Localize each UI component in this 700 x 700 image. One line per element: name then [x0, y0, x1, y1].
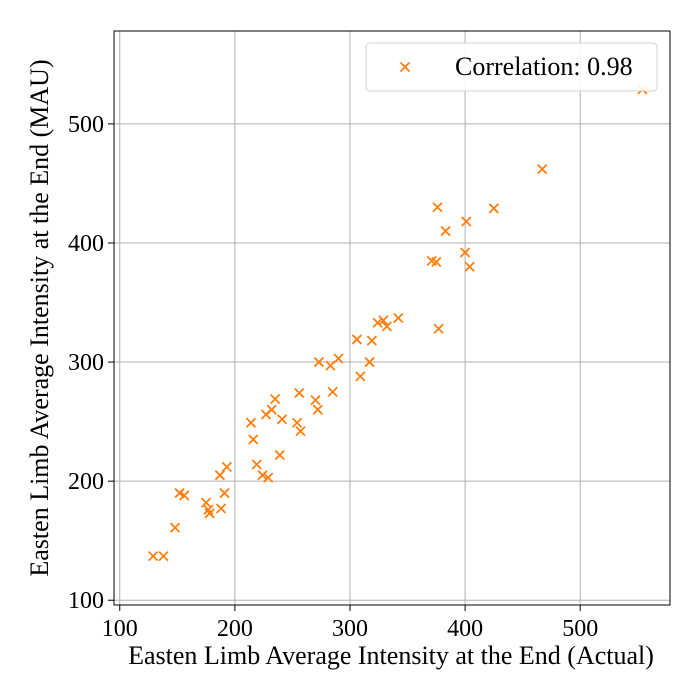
data-point [270, 393, 281, 405]
legend: Correlation: 0.98 [365, 42, 658, 92]
data-point [274, 449, 285, 461]
data-point [325, 360, 336, 371]
data-point [215, 503, 227, 514]
data-point [214, 470, 226, 481]
legend-marker-icon [399, 61, 411, 73]
data-point [464, 261, 475, 272]
y-axis-label: Easten Limb Average Intensity at the End… [25, 59, 54, 576]
data-point [263, 472, 274, 483]
data-point [333, 353, 344, 364]
y-tick-label: 400 [68, 231, 104, 257]
x-tick-label: 100 [102, 616, 138, 642]
data-point [257, 470, 268, 481]
x-tick-label: 200 [217, 616, 253, 642]
x-tick-label: 300 [332, 616, 368, 642]
legend-box [365, 42, 658, 92]
data-point [219, 487, 230, 499]
data-point [251, 459, 262, 470]
data-point [204, 508, 215, 519]
data-point [313, 356, 325, 368]
legend-label: Correlation: 0.98 [455, 52, 633, 81]
data-point [393, 312, 404, 324]
data-point [310, 395, 321, 406]
data-point [488, 203, 500, 214]
data-point [433, 323, 444, 334]
plot-area [114, 31, 670, 605]
x-tick-label: 500 [562, 616, 598, 642]
data-point [372, 317, 383, 328]
data-point [245, 417, 257, 428]
data-point [248, 434, 259, 445]
x-tick-label: 400 [447, 616, 483, 642]
data-point [364, 356, 375, 368]
data-point [431, 256, 442, 268]
axis-ticks: 100 200 300 400 500 100 200 300 400 500 [68, 112, 598, 642]
legend-marker [399, 61, 411, 73]
data-point [378, 315, 389, 326]
data-point [366, 335, 377, 346]
data-point [200, 497, 212, 508]
data-point [461, 216, 472, 227]
data-point [266, 404, 277, 415]
data-point [432, 202, 443, 213]
grid-lines [114, 31, 670, 605]
data-point [355, 371, 366, 382]
data-point [295, 425, 306, 437]
data-point [294, 387, 305, 399]
y-tick-label: 500 [68, 112, 104, 138]
y-tick-label: 300 [68, 350, 104, 376]
data-point [351, 334, 363, 345]
x-axis-label: Easten Limb Average Intensity at the End… [128, 641, 654, 670]
data-point [291, 417, 303, 428]
data-point [179, 490, 190, 501]
data-point [148, 551, 159, 562]
data-point [381, 321, 392, 332]
data-point [327, 386, 338, 397]
data-point [276, 414, 288, 425]
data-point [221, 461, 232, 472]
data-point [440, 225, 451, 237]
data-point [537, 164, 548, 175]
data-point [459, 247, 471, 258]
data-point [158, 551, 169, 562]
data-point [203, 504, 214, 515]
y-tick-label: 100 [68, 588, 104, 614]
data-point [169, 522, 181, 533]
plot-frame [113, 30, 671, 606]
data-point [312, 404, 323, 415]
y-tick-label: 200 [68, 469, 104, 495]
